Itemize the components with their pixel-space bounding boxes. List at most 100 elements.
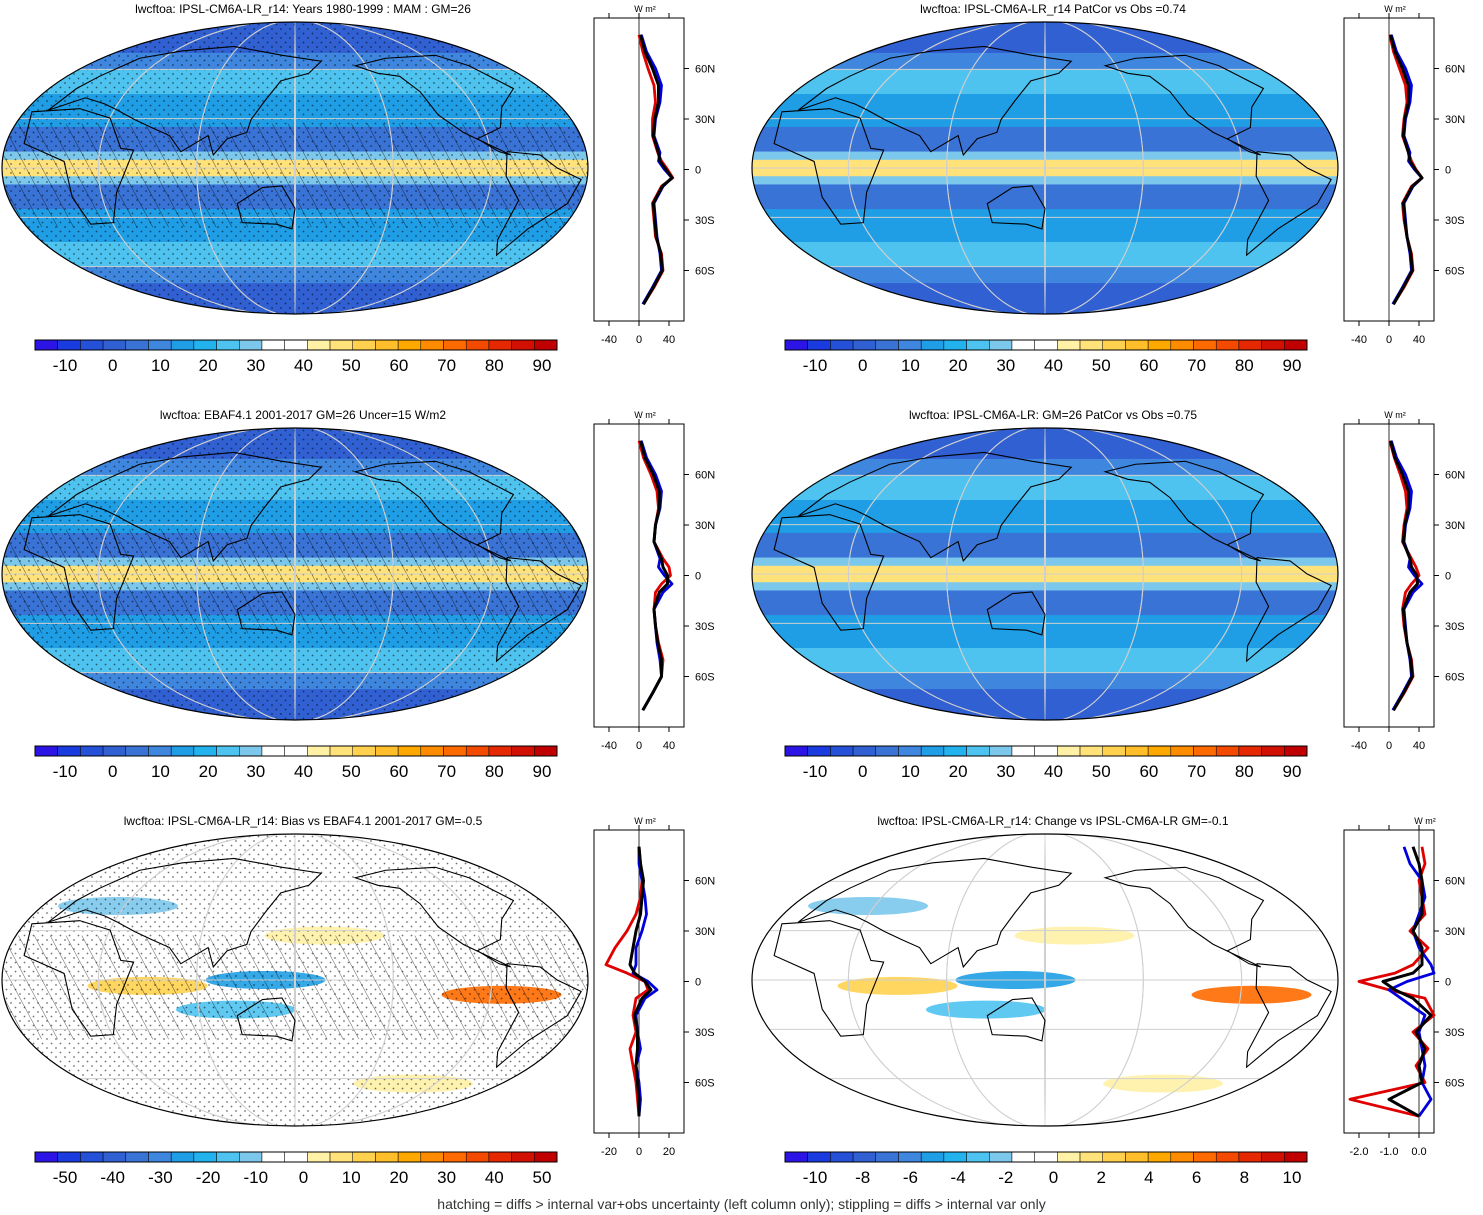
panel-title: lwcftoa: IPSL-CM6A-LR_r14: Years 1980-19… <box>135 2 471 16</box>
anomaly-blob <box>926 1000 1046 1019</box>
profile-y-tick-label: 60N <box>1445 876 1465 888</box>
colorbar-swatch <box>1125 339 1149 351</box>
colorbar-tick-label: 80 <box>1235 356 1254 375</box>
graticule-line <box>946 22 1144 314</box>
profile-y-tick-label: 60S <box>695 1078 715 1090</box>
colorbar-swatch <box>1011 1151 1035 1163</box>
colorbar-swatch <box>920 339 945 351</box>
colorbar-tick-label: 0 <box>858 356 867 375</box>
colorbar-swatch <box>352 1151 376 1163</box>
profile-y-tick-label: 30S <box>695 1027 715 1039</box>
colorbar-swatch <box>193 1151 217 1163</box>
graticule-line <box>946 428 1144 720</box>
coastline <box>236 591 296 636</box>
profile-y-tick-label: 0 <box>1445 165 1451 177</box>
colorbar-swatch <box>511 745 535 757</box>
colorbar-swatch <box>1238 1151 1262 1163</box>
colorbar-swatch <box>329 1151 353 1163</box>
profile-x-tick-label: -40 <box>1351 334 1367 346</box>
graticule-line <box>97 834 493 1126</box>
colorbar-swatch <box>784 339 808 351</box>
colorbar-swatch <box>534 339 558 351</box>
graticule-line <box>196 22 394 314</box>
profile-x-tick-label: 40 <box>1413 334 1425 346</box>
colorbar-tick-label: -10 <box>803 1168 828 1187</box>
colorbar-swatch <box>830 745 854 757</box>
colorbar-swatch <box>1102 745 1126 757</box>
colorbar-swatch <box>1011 745 1035 757</box>
colorbar-swatch <box>989 745 1013 757</box>
colorbar-tick-label: 50 <box>1092 356 1111 375</box>
colorbar-swatch <box>1170 339 1194 351</box>
colorbar-tick-label: -50 <box>53 1168 78 1187</box>
graticule-line <box>196 428 394 720</box>
profile-y-tick-label: 0 <box>1445 977 1451 989</box>
colorbar-swatch <box>966 745 990 757</box>
profile-y-tick-label: 30N <box>1445 926 1465 938</box>
colorbar-swatch <box>239 339 263 351</box>
coastline <box>495 557 582 663</box>
colorbar-frame <box>784 745 1308 757</box>
colorbar-swatch <box>807 1151 831 1163</box>
colorbar-swatch <box>1057 339 1081 351</box>
graticule-line <box>847 428 1243 720</box>
colorbar-swatch <box>1011 339 1035 351</box>
profile-x-tick-label: -40 <box>1351 740 1367 752</box>
colorbar-swatch <box>102 1151 127 1163</box>
colorbar-swatch <box>488 745 512 757</box>
colorbar-tick-label: 80 <box>485 762 504 781</box>
colorbar-swatch <box>34 1151 58 1163</box>
map-field <box>752 428 1338 720</box>
coastline <box>47 45 323 157</box>
colorbar-swatch <box>57 745 81 757</box>
colorbar-frame <box>784 1151 1308 1163</box>
profile-x-tick-label: 0 <box>636 334 642 346</box>
colorbar-swatch <box>966 339 990 351</box>
colorbar-swatch <box>1034 1151 1058 1163</box>
chart-panel: lwcftoa: IPSL-CM6A-LR_r14 PatCor vs Obs … <box>751 2 1465 375</box>
colorbar-swatch <box>1193 745 1217 757</box>
colorbar-swatch <box>511 339 535 351</box>
colorbar-tick-label: 60 <box>389 762 408 781</box>
colorbar-tick-label: -10 <box>803 356 828 375</box>
profile-x-tick-label: -40 <box>601 334 617 346</box>
colorbar-swatch <box>1170 745 1194 757</box>
colorbar-swatch <box>239 745 263 757</box>
colorbar-swatch <box>148 339 172 351</box>
colorbar-tick-label: 80 <box>1235 762 1254 781</box>
colorbar-swatch <box>57 339 81 351</box>
colorbar-swatch <box>830 1151 854 1163</box>
profile-x-tick-label: -2.0 <box>1350 1146 1369 1158</box>
profile-x-tick-label: 20 <box>663 1146 675 1158</box>
coastline <box>353 460 515 562</box>
colorbar-tick-label: 30 <box>437 1168 456 1187</box>
profile-series-line <box>1387 846 1436 1118</box>
profile-series-line <box>1389 34 1424 305</box>
profile-y-tick-label: 60N <box>695 64 715 76</box>
profile-y-tick-label: 30S <box>695 621 715 633</box>
map-border <box>751 427 1339 721</box>
graticule-line <box>196 834 394 1126</box>
coastline <box>797 857 1073 969</box>
colorbar-swatch <box>511 1151 535 1163</box>
map-field <box>2 834 588 1126</box>
profile-x-tick-label: 0.0 <box>1411 1146 1426 1158</box>
colorbar-swatch <box>57 1151 81 1163</box>
profile-y-tick-label: 60S <box>695 672 715 684</box>
map-border <box>1 427 589 721</box>
coastline <box>1103 866 1265 968</box>
colorbar-tick-label: -10 <box>803 762 828 781</box>
profile-x-tick-label: -1.0 <box>1380 1146 1399 1158</box>
profile-series-line <box>628 846 653 1117</box>
colorbar-swatch <box>1284 339 1308 351</box>
colorbar-tick-label: 20 <box>949 356 968 375</box>
colorbar-frame <box>784 339 1308 351</box>
colorbar-swatch <box>102 339 127 351</box>
profile-x-tick-label: 0 <box>1386 334 1392 346</box>
colorbar-swatch <box>352 339 376 351</box>
colorbar-swatch <box>1284 745 1308 757</box>
coastline <box>353 54 515 156</box>
colorbar-swatch <box>852 745 877 757</box>
footnote: hatching = diffs > internal var+obs unce… <box>437 1196 1046 1212</box>
